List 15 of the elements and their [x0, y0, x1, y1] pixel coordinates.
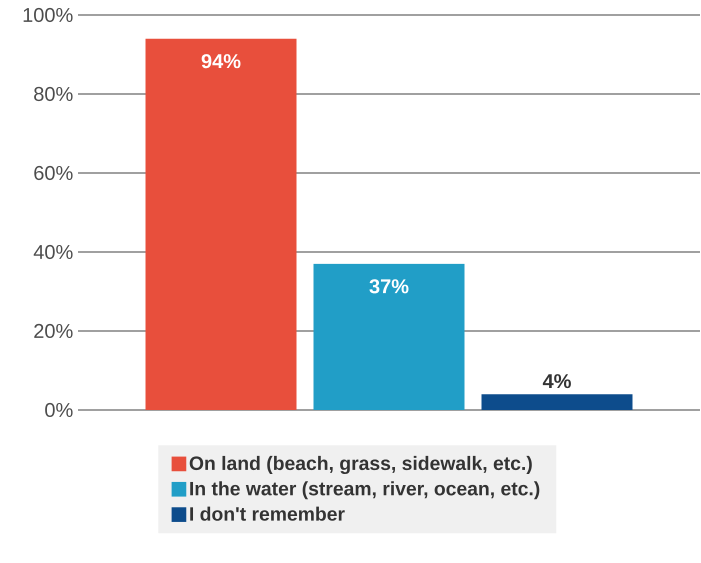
data-label: 37%: [369, 279, 408, 294]
legend-label: On land (beach, grass, sidewalk, etc.): [190, 456, 532, 474]
y-tick-label: 80%: [34, 86, 73, 102]
y-tick-label: 60%: [34, 166, 73, 180]
bar: [146, 38, 297, 410]
bar: [314, 264, 465, 410]
y-tick-label: 20%: [34, 324, 73, 338]
y-tick-label: 40%: [34, 244, 73, 260]
data-label: 94%: [202, 54, 240, 68]
bar: [482, 394, 632, 410]
y-tick-label: 100%: [24, 8, 73, 22]
legend-label: I don't remember: [190, 506, 345, 521]
y-tick-label: 0%: [45, 402, 73, 418]
legend-label: In the water (stream, river, ocean, etc.): [190, 481, 540, 500]
data-label: 4%: [542, 374, 571, 388]
